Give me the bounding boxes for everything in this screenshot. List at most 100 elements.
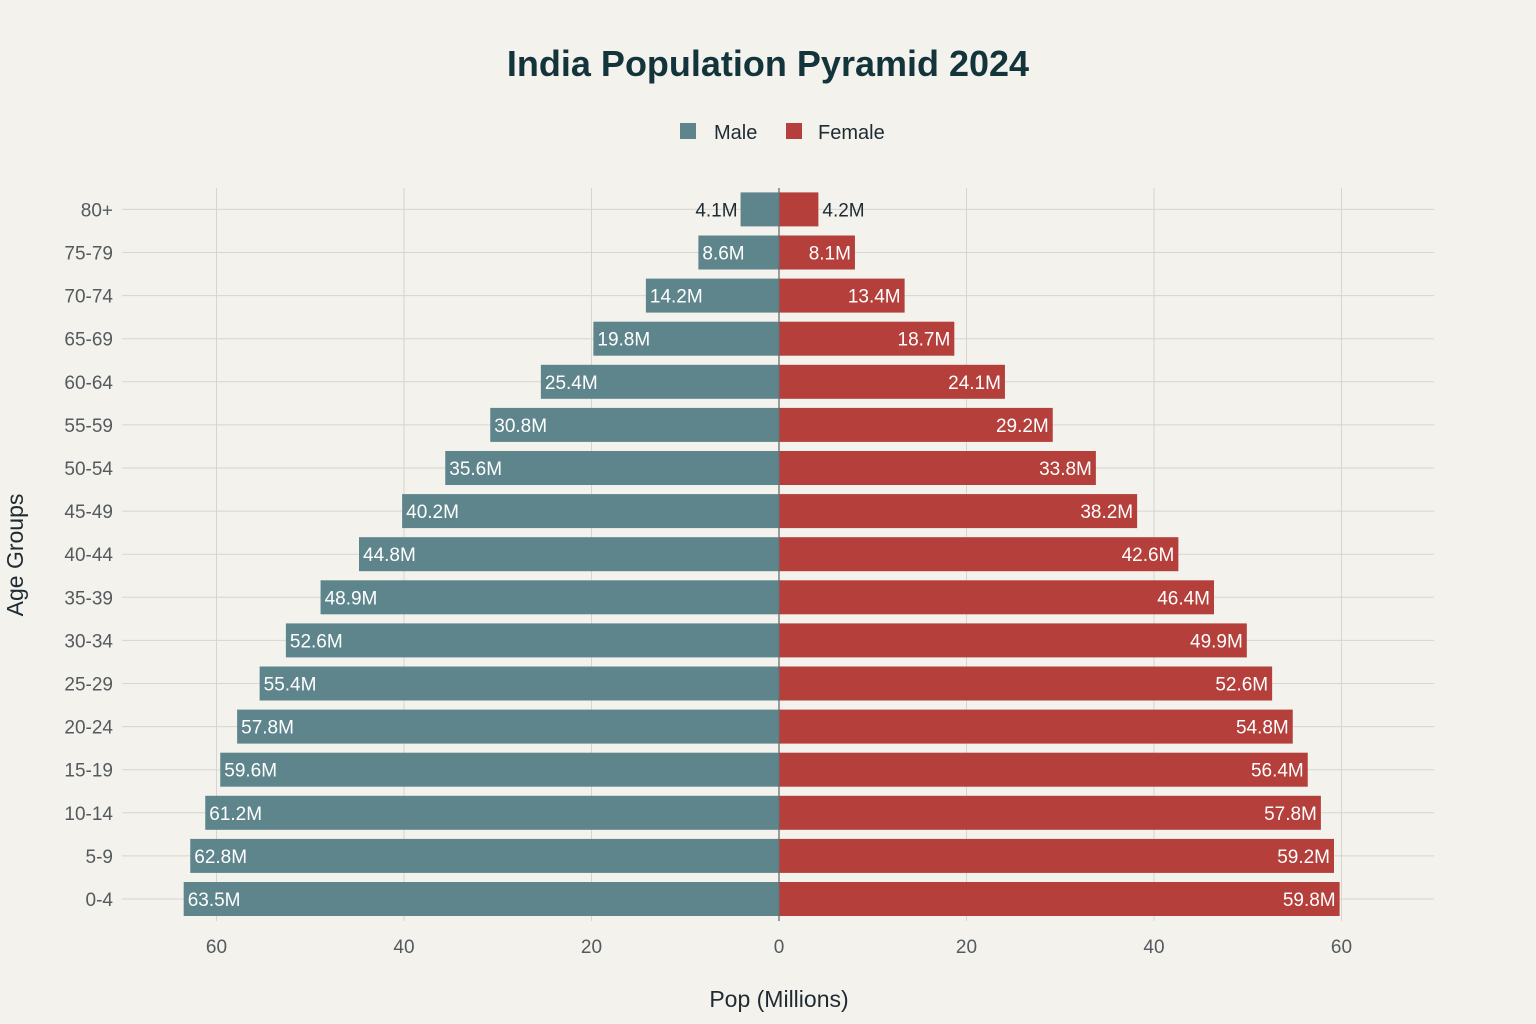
female-bar-label: 46.4M bbox=[1157, 588, 1210, 609]
male-bar[interactable] bbox=[593, 321, 779, 356]
female-bar[interactable] bbox=[779, 278, 905, 313]
male-bar-label: 59.6M bbox=[224, 761, 277, 782]
x-tick-label: 20 bbox=[581, 937, 602, 958]
female-bar[interactable] bbox=[779, 235, 855, 270]
x-tick-label: 40 bbox=[393, 937, 414, 958]
x-axis-title: Pop (Millions) bbox=[709, 986, 848, 1012]
female-bar-label: 59.8M bbox=[1283, 890, 1336, 911]
female-bar-label: 24.1M bbox=[948, 373, 1001, 394]
legend: Male Female bbox=[680, 122, 885, 144]
female-bar[interactable] bbox=[779, 795, 1321, 830]
male-bar[interactable] bbox=[698, 235, 779, 270]
axes: 60 40 20 0 20 40 60 0-4 5-9 10-14 15-19 20-24 25-29 3… bbox=[64, 188, 1352, 958]
male-bar-label: 57.8M bbox=[241, 718, 294, 739]
male-bar[interactable] bbox=[205, 795, 779, 830]
legend-item-male[interactable]: Male bbox=[680, 122, 757, 144]
female-bar[interactable] bbox=[779, 882, 1340, 916]
female-bar[interactable] bbox=[779, 838, 1334, 873]
legend-swatch-male bbox=[680, 123, 696, 139]
y-tick-label: 10-14 bbox=[64, 804, 113, 825]
female-bar-label: 38.2M bbox=[1080, 502, 1133, 523]
male-bar[interactable] bbox=[402, 494, 779, 529]
y-tick-label: 75-79 bbox=[64, 244, 113, 265]
female-bar[interactable] bbox=[779, 666, 1273, 701]
y-tick-label: 30-34 bbox=[64, 631, 113, 652]
male-bar[interactable] bbox=[445, 451, 779, 485]
male-bar[interactable] bbox=[237, 709, 779, 744]
male-bar[interactable] bbox=[320, 580, 779, 615]
male-bar-label: 40.2M bbox=[406, 502, 459, 523]
male-bar-label: 63.5M bbox=[188, 890, 241, 911]
male-bar-label: 62.8M bbox=[194, 847, 247, 868]
female-bar-label: 49.9M bbox=[1190, 631, 1243, 652]
x-tick-label: 0 bbox=[774, 937, 785, 958]
female-bar[interactable] bbox=[779, 494, 1138, 529]
female-bar-label: 13.4M bbox=[848, 287, 901, 308]
female-bar-label: 54.8M bbox=[1236, 718, 1289, 739]
y-tick-label: 50-54 bbox=[64, 459, 113, 480]
male-bar[interactable] bbox=[490, 407, 779, 442]
y-tick-label: 15-19 bbox=[64, 761, 113, 782]
y-tick-label: 55-59 bbox=[64, 416, 113, 437]
y-tick-label: 25-29 bbox=[64, 675, 113, 696]
female-bar-label: 33.8M bbox=[1039, 459, 1092, 480]
male-bar[interactable] bbox=[220, 752, 779, 787]
y-axis-title: Age Groups bbox=[2, 494, 28, 617]
female-bar[interactable] bbox=[779, 364, 1005, 399]
male-bar[interactable] bbox=[285, 623, 779, 658]
y-tick-label: 45-49 bbox=[64, 502, 113, 523]
female-bar[interactable] bbox=[779, 321, 955, 356]
x-tick-label: 60 bbox=[206, 937, 227, 958]
male-bar[interactable] bbox=[740, 192, 779, 227]
y-tick-label: 40-44 bbox=[64, 545, 113, 566]
y-tick-label: 0-4 bbox=[86, 890, 114, 911]
legend-label-female: Female bbox=[818, 122, 885, 144]
bars bbox=[183, 192, 1340, 916]
female-bar[interactable] bbox=[779, 192, 819, 227]
female-bar[interactable] bbox=[779, 580, 1214, 615]
y-tick-label: 35-39 bbox=[64, 588, 113, 609]
male-bar-label: 25.4M bbox=[545, 373, 598, 394]
female-bar-label: 56.4M bbox=[1251, 761, 1304, 782]
female-bar[interactable] bbox=[779, 537, 1179, 572]
male-bar-label: 14.2M bbox=[650, 287, 703, 308]
male-bar-label: 48.9M bbox=[325, 588, 378, 609]
x-tick-label: 20 bbox=[956, 937, 977, 958]
male-bar-label: 8.6M bbox=[702, 244, 744, 265]
male-bar-label: 19.8M bbox=[597, 330, 650, 351]
female-bar-label: 52.6M bbox=[1215, 675, 1268, 696]
female-bar-label: 4.2M bbox=[822, 200, 864, 221]
female-bar[interactable] bbox=[779, 752, 1308, 787]
male-bar[interactable] bbox=[183, 882, 779, 916]
female-bar[interactable] bbox=[779, 709, 1293, 744]
female-bar[interactable] bbox=[779, 623, 1247, 658]
male-bar[interactable] bbox=[190, 838, 779, 873]
male-bar-label: 44.8M bbox=[363, 545, 416, 566]
male-bar-label: 35.6M bbox=[449, 459, 502, 480]
female-bar-label: 8.1M bbox=[809, 244, 851, 265]
legend-label-male: Male bbox=[714, 122, 757, 144]
male-bar[interactable] bbox=[259, 666, 779, 701]
male-bar-label: 52.6M bbox=[290, 631, 343, 652]
female-bar-label: 29.2M bbox=[996, 416, 1049, 437]
legend-item-female[interactable]: Female bbox=[786, 122, 885, 144]
y-tick-label: 60-64 bbox=[64, 373, 113, 394]
y-tick-label: 5-9 bbox=[86, 847, 113, 868]
male-bar-label: 4.1M bbox=[695, 200, 737, 221]
female-bar[interactable] bbox=[779, 451, 1096, 485]
chart-title: India Population Pyramid 2024 bbox=[507, 43, 1029, 84]
bar-labels: 63.5M 62.8M 61.2M 59.6M 57.8M 55.4M 52.6M 48.9M… bbox=[188, 200, 1336, 911]
female-bar[interactable] bbox=[779, 407, 1053, 442]
male-bar-label: 61.2M bbox=[209, 804, 262, 825]
male-bar[interactable] bbox=[540, 364, 779, 399]
male-bar[interactable] bbox=[359, 537, 779, 572]
male-bar[interactable] bbox=[645, 278, 779, 313]
legend-swatch-female bbox=[786, 123, 802, 139]
x-tick-label: 40 bbox=[1143, 937, 1164, 958]
male-bar-label: 55.4M bbox=[264, 675, 317, 696]
female-bar-label: 57.8M bbox=[1264, 804, 1317, 825]
female-bar-label: 18.7M bbox=[898, 330, 951, 351]
female-bar-label: 42.6M bbox=[1122, 545, 1175, 566]
male-bar-label: 30.8M bbox=[494, 416, 547, 437]
